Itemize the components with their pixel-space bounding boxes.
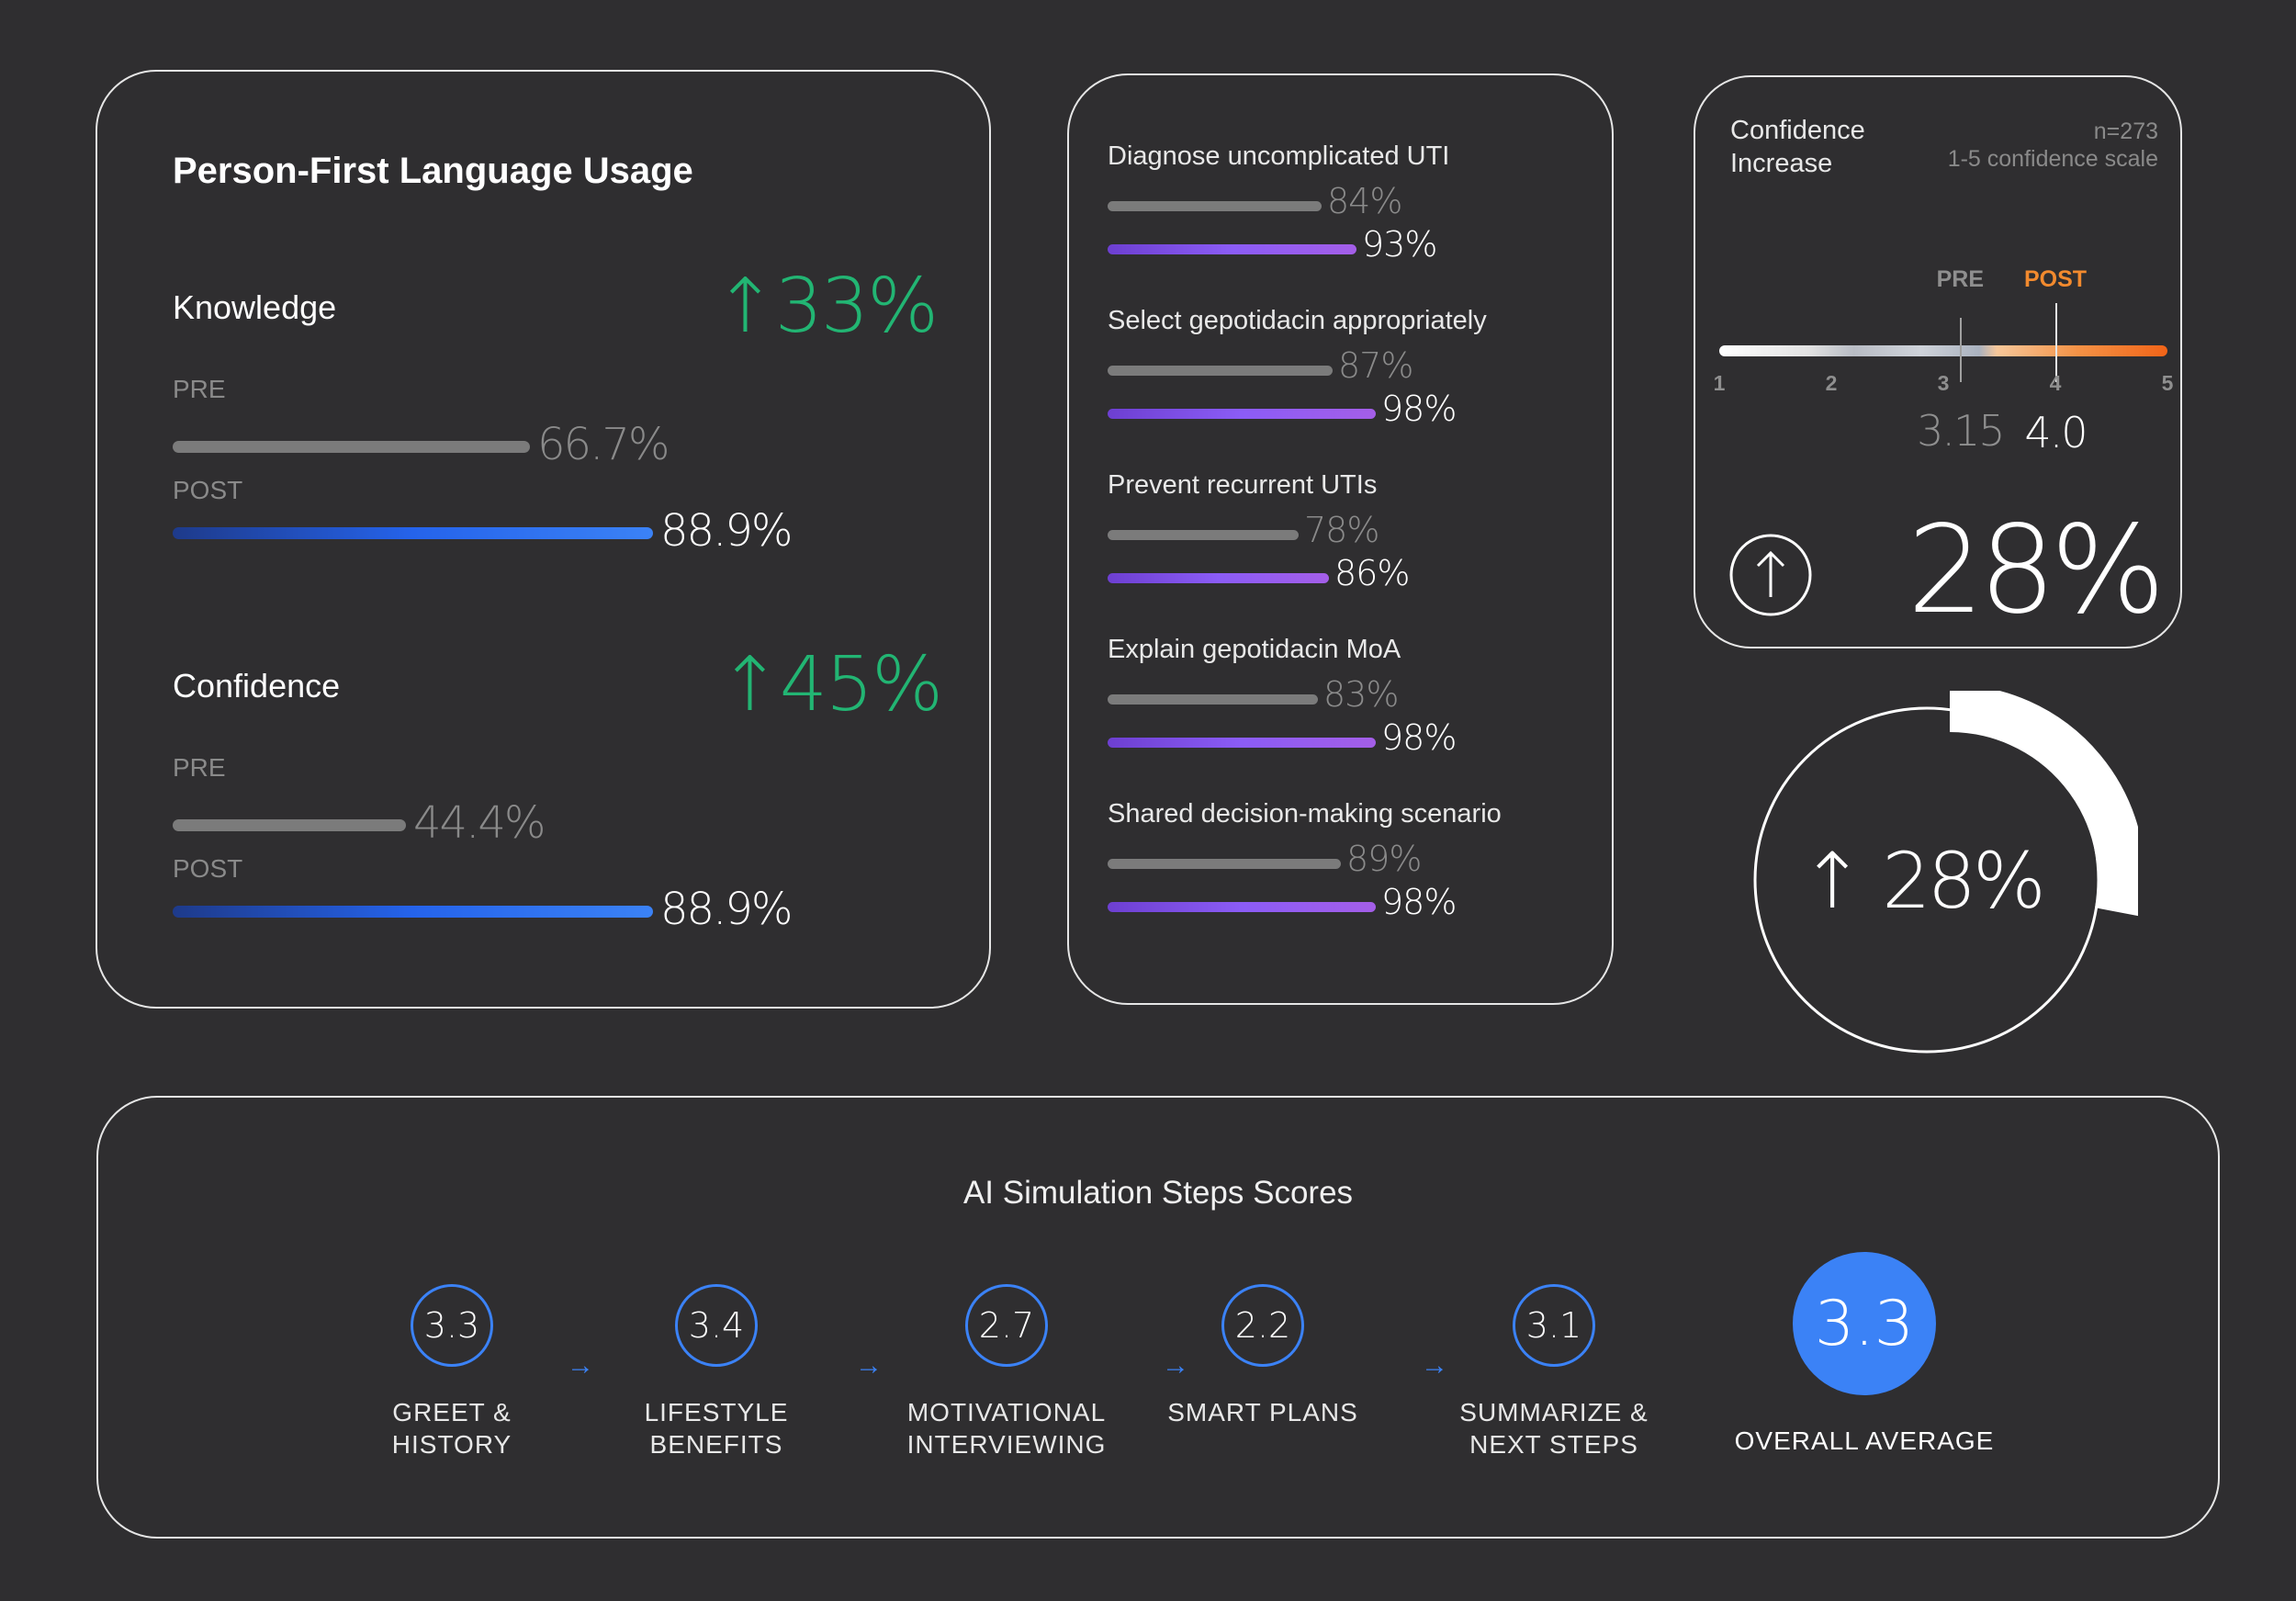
step-item: 2.2 SMART PLANS: [1125, 1284, 1401, 1428]
knowledge-post-value: 88.9%: [660, 505, 793, 557]
knowledge-pre-value: 66.7%: [537, 419, 670, 470]
step-item: 3.4 LIFESTYLE BENEFITS: [579, 1284, 854, 1460]
scale-note: 1-5 confidence scale: [1947, 146, 2158, 172]
confidence-pre-label: PRE: [173, 753, 226, 782]
arrow-right-icon: →: [1421, 1350, 1448, 1381]
overall-label: OVERALL AVERAGE: [1734, 1426, 1995, 1455]
confidence-pre-bar: [173, 819, 406, 831]
learning-objectives-card: Diagnose uncomplicated UTI 84% 93% Select g…: [1067, 73, 1614, 1005]
post-marker-label: POST: [2023, 266, 2088, 292]
overall-score: 3.3: [1793, 1252, 1936, 1395]
step-item: 3.3 GREET & HISTORY: [314, 1284, 590, 1460]
objective-pre-value: 89%: [1346, 839, 1422, 879]
post-marker-line: [2055, 303, 2057, 382]
objective-post-value: 93%: [1362, 224, 1437, 265]
objective-label: Diagnose uncomplicated UTI: [1108, 141, 1450, 171]
confidence-change: ↑45%: [718, 641, 943, 728]
step-item: 3.1 SUMMARIZE & NEXT STEPS: [1416, 1284, 1692, 1460]
objective-post-bar: [1108, 409, 1376, 419]
step-score: 2.7: [965, 1284, 1048, 1367]
objective-pre-bar: [1108, 366, 1333, 376]
person-first-language-card: Person-First Language Usage Knowledge ↑3…: [96, 70, 991, 1009]
objective-pre-bar: [1108, 201, 1322, 211]
objective-pre-value: 87%: [1338, 345, 1413, 386]
ai-simulation-title: AI Simulation Steps Scores: [962, 1175, 1354, 1211]
objective-post-value: 86%: [1334, 553, 1410, 593]
step-label: SMART PLANS: [1167, 1398, 1358, 1426]
objective-label: Prevent recurrent UTIs: [1108, 470, 1378, 500]
objective-pre-value: 84%: [1327, 181, 1402, 221]
knowledge-post-bar: [173, 527, 653, 539]
objective-label: Explain gepotidacin MoA: [1108, 635, 1401, 664]
objective-post-value: 98%: [1381, 389, 1457, 429]
step-score: 2.2: [1221, 1284, 1304, 1367]
objective-label: Shared decision-making scenario: [1108, 799, 1502, 829]
card-title: Person-First Language Usage: [173, 151, 693, 191]
objective-post-bar: [1108, 902, 1376, 912]
sample-size: n=273: [2093, 118, 2158, 144]
confidence-post-bar: [173, 906, 653, 918]
confidence-pre-value: 44.4%: [413, 797, 546, 849]
pre-value: 3.15: [1917, 406, 2005, 456]
up-arrow-circle-icon: [1729, 534, 1812, 616]
confidence-post-label: POST: [173, 854, 243, 883]
confidence-scale-bar: [1719, 345, 2167, 356]
scale-tick-label: 5: [2161, 371, 2174, 395]
arrow-right-icon: →: [567, 1350, 594, 1381]
confidence-increase-card: Confidence Increase n=273 1-5 confidence…: [1694, 75, 2182, 648]
objective-pre-bar: [1108, 530, 1299, 540]
objective-post-value: 98%: [1381, 882, 1457, 922]
objective-pre-value: 83%: [1323, 674, 1399, 715]
ring-value: ↑ 28%: [1800, 836, 2046, 926]
scale-tick-label: 3: [1937, 371, 1950, 395]
knowledge-pre-bar: [173, 441, 530, 453]
step-label: LIFESTYLE BENEFITS: [644, 1398, 789, 1459]
objective-post-bar: [1108, 573, 1329, 583]
card3-title-line2: Increase: [1730, 149, 1833, 178]
knowledge-change: ↑33%: [714, 263, 939, 350]
objective-pre-value: 78%: [1304, 510, 1379, 550]
pre-marker-label: PRE: [1936, 266, 1984, 292]
step-label: MOTIVATIONAL INTERVIEWING: [906, 1398, 1107, 1459]
card3-title-line1: Confidence: [1730, 116, 1865, 145]
pre-marker-line: [1960, 318, 1963, 382]
increase-ring: ↑ 28%: [1752, 684, 2145, 1077]
step-score: 3.1: [1513, 1284, 1595, 1367]
confidence-label: Confidence: [173, 667, 341, 705]
arrow-right-icon: →: [1162, 1350, 1189, 1381]
objective-pre-bar: [1108, 859, 1341, 869]
scale-tick-label: 2: [1825, 371, 1838, 395]
step-item: 2.7 MOTIVATIONAL INTERVIEWING: [869, 1284, 1144, 1460]
confidence-post-value: 88.9%: [660, 884, 793, 935]
confidence-increase-big: 28%: [1907, 500, 2166, 641]
step-score: 3.4: [675, 1284, 758, 1367]
step-label: SUMMARIZE & NEXT STEPS: [1459, 1398, 1649, 1459]
knowledge-label: Knowledge: [173, 288, 337, 326]
arrow-right-icon: →: [855, 1350, 883, 1381]
objective-post-bar: [1108, 244, 1356, 254]
ai-simulation-card: AI Simulation Steps Scores 3.3 GREET & H…: [96, 1096, 2220, 1539]
objective-label: Select gepotidacin appropriately: [1108, 306, 1487, 335]
knowledge-post-label: POST: [173, 476, 243, 504]
objective-post-value: 98%: [1381, 717, 1457, 758]
step-score: 3.3: [411, 1284, 493, 1367]
overall-average: 3.3 OVERALL AVERAGE: [1727, 1252, 2002, 1457]
step-label: GREET & HISTORY: [391, 1398, 512, 1459]
scale-tick-label: 4: [2049, 371, 2062, 395]
post-value: 4.0: [2024, 408, 2088, 457]
knowledge-pre-label: PRE: [173, 375, 226, 403]
objective-post-bar: [1108, 738, 1376, 748]
scale-tick-label: 1: [1713, 371, 1726, 395]
objective-pre-bar: [1108, 694, 1318, 705]
